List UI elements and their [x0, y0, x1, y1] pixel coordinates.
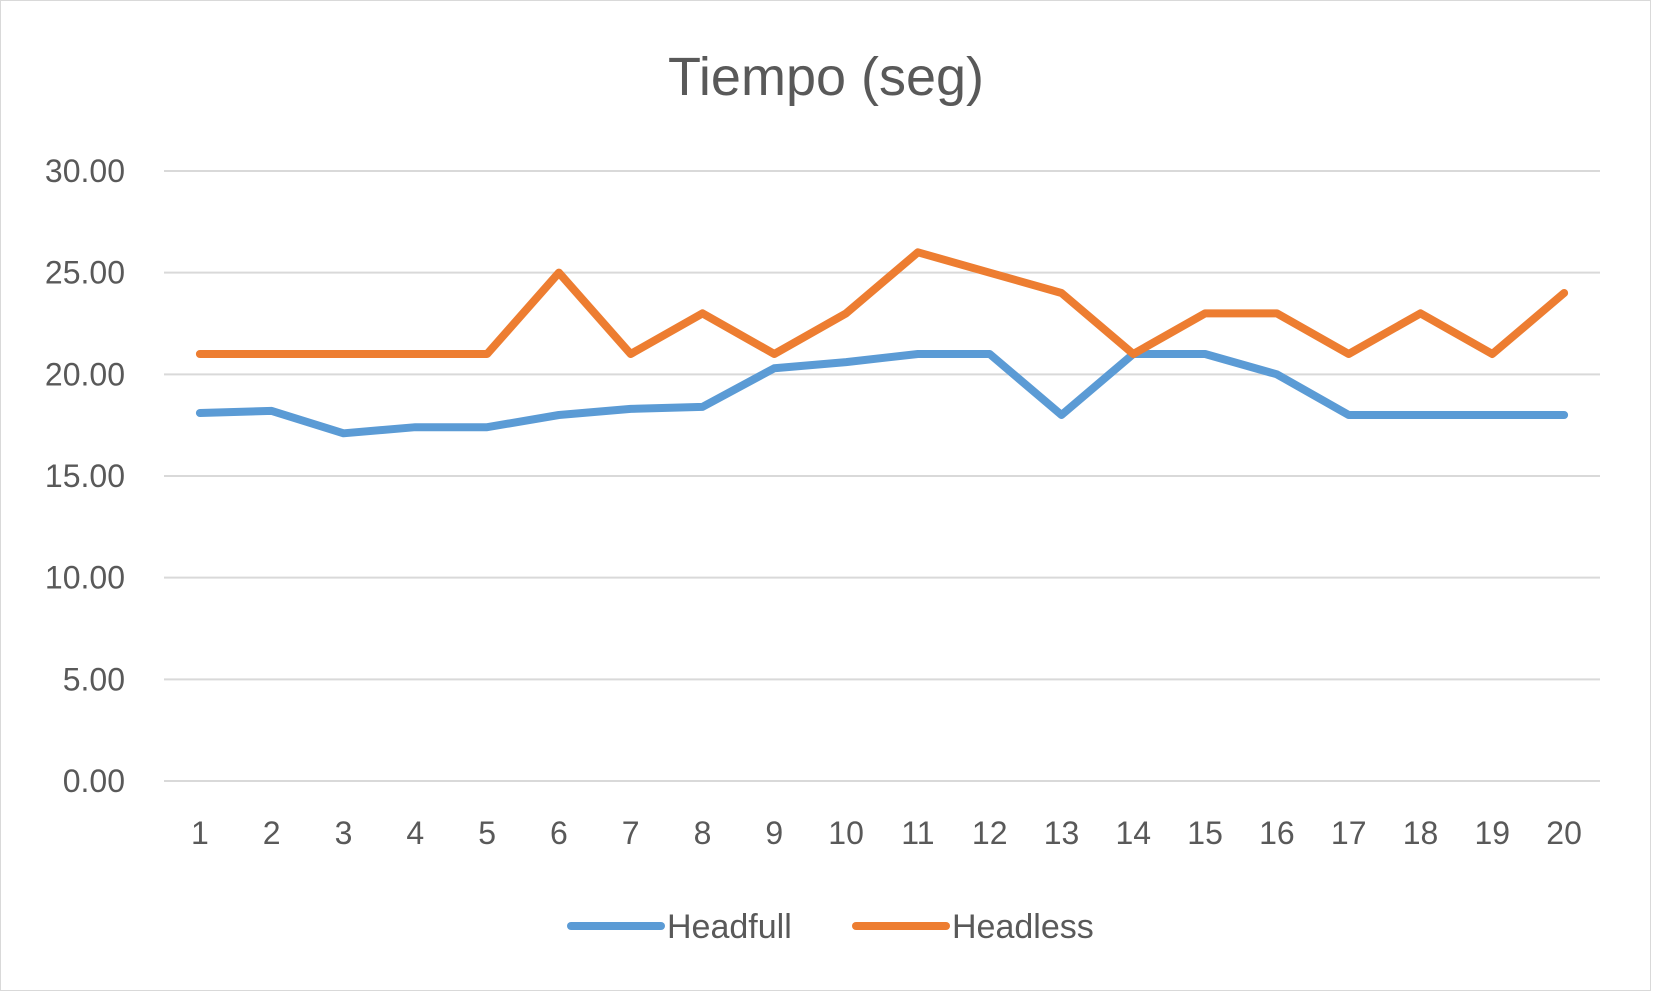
data-point-headfull	[1563, 414, 1565, 416]
data-point-headless	[343, 353, 345, 355]
x-tick-label: 6	[550, 815, 568, 851]
y-tick-label: 15.00	[45, 458, 125, 494]
data-point-headless	[199, 353, 201, 355]
y-tick-label: 25.00	[45, 255, 125, 291]
x-tick-label: 14	[1116, 815, 1152, 851]
x-axis-tick-labels: 1 2 3 4 5 6 7 8 9 10 11 12 13 14 15 16 17 18 19 20	[191, 815, 1582, 851]
data-point-headfull	[773, 367, 775, 369]
data-point-headless	[702, 312, 704, 314]
x-tick-label: 20	[1546, 815, 1582, 851]
data-point-headfull	[1348, 414, 1350, 416]
data-point-headfull	[1491, 414, 1493, 416]
data-point-headfull	[199, 412, 201, 414]
data-point-headless	[1348, 353, 1350, 355]
series-line-headfull	[200, 354, 1564, 433]
y-tick-label: 10.00	[45, 560, 125, 596]
data-point-headless	[271, 353, 273, 355]
data-point-headless	[1061, 292, 1063, 294]
data-point-headfull	[414, 426, 416, 428]
data-point-headfull	[845, 361, 847, 363]
y-axis-tick-labels: 0.00 5.00 10.00 15.00 20.00 25.00 30.00	[45, 153, 125, 799]
data-point-headfull	[702, 406, 704, 408]
series-line-headless	[200, 252, 1564, 354]
legend: Headfull Headless	[571, 908, 1094, 946]
x-tick-label: 4	[406, 815, 424, 851]
x-tick-label: 15	[1187, 815, 1223, 851]
x-tick-label: 17	[1331, 815, 1367, 851]
data-point-headfull	[1420, 414, 1422, 416]
data-point-headless	[1491, 353, 1493, 355]
x-tick-label: 5	[478, 815, 496, 851]
x-tick-label: 3	[335, 815, 353, 851]
data-point-headfull	[486, 426, 488, 428]
data-point-headless	[1563, 292, 1565, 294]
data-point-headless	[845, 312, 847, 314]
grid-lines	[164, 171, 1600, 781]
data-point-headless	[1420, 312, 1422, 314]
x-tick-label: 19	[1475, 815, 1511, 851]
y-tick-label: 0.00	[63, 763, 125, 799]
x-tick-label: 13	[1044, 815, 1080, 851]
data-point-headfull	[343, 432, 345, 434]
data-point-headfull	[558, 414, 560, 416]
data-point-headfull	[1204, 353, 1206, 355]
data-point-headless	[1132, 353, 1134, 355]
data-point-headfull	[1276, 373, 1278, 375]
data-point-headfull	[917, 353, 919, 355]
data-point-headless	[917, 251, 919, 253]
x-tick-label: 16	[1259, 815, 1295, 851]
data-point-headfull	[271, 410, 273, 412]
data-point-headless	[989, 272, 991, 274]
data-point-headfull	[1061, 414, 1063, 416]
data-point-headless	[414, 353, 416, 355]
x-tick-label: 2	[263, 815, 281, 851]
chart-title: Tiempo (seg)	[668, 47, 984, 107]
data-point-headfull	[989, 353, 991, 355]
data-point-headfull	[630, 408, 632, 410]
x-tick-label: 7	[622, 815, 640, 851]
data-point-headless	[1204, 312, 1206, 314]
x-tick-label: 12	[972, 815, 1008, 851]
data-point-headless	[1276, 312, 1278, 314]
x-tick-label: 11	[901, 815, 934, 851]
x-tick-label: 8	[694, 815, 712, 851]
data-point-headless	[630, 353, 632, 355]
x-tick-label: 1	[191, 815, 209, 851]
series-lines	[199, 251, 1565, 434]
legend-label-headless: Headless	[952, 908, 1094, 946]
data-point-headless	[558, 272, 560, 274]
y-tick-label: 20.00	[45, 356, 125, 392]
x-tick-label: 18	[1403, 815, 1439, 851]
legend-label-headfull: Headfull	[667, 908, 792, 946]
data-point-headless	[486, 353, 488, 355]
x-tick-label: 10	[828, 815, 864, 851]
y-tick-label: 5.00	[63, 661, 125, 697]
x-tick-label: 9	[765, 815, 783, 851]
data-point-headless	[773, 353, 775, 355]
y-tick-label: 30.00	[45, 153, 125, 189]
